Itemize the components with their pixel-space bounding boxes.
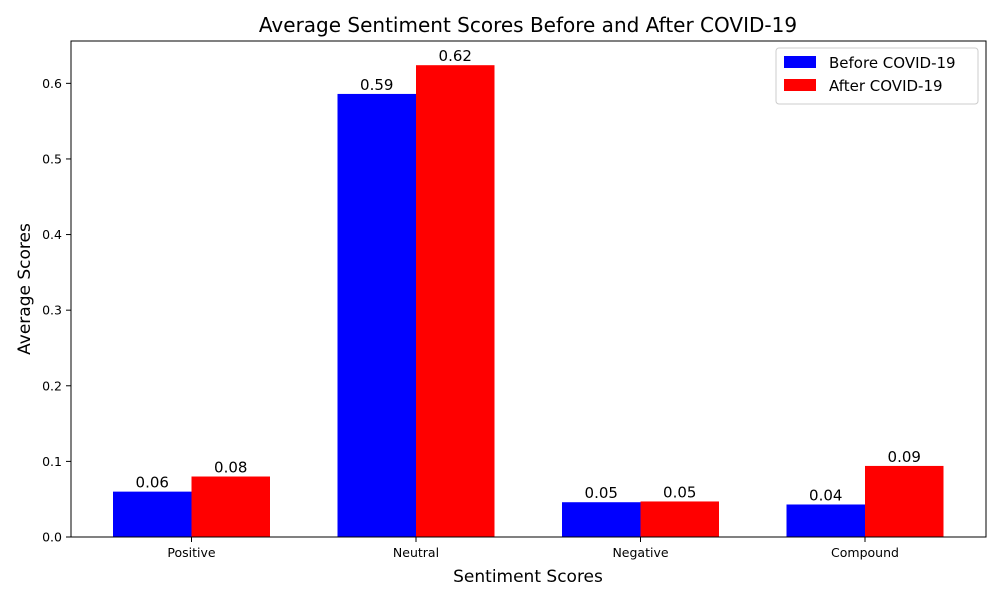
y-tick-label: 0.6 — [42, 76, 62, 91]
bar-negative-after — [640, 501, 719, 537]
legend-label: After COVID-19 — [829, 77, 943, 95]
ticks-group: Positive Neutral Negative Compound 0.0 0.1 0.2… — [42, 76, 899, 560]
y-tick-label: 0.2 — [42, 378, 62, 393]
y-tick-label: 0.4 — [42, 227, 62, 242]
x-tick-label: Neutral — [393, 545, 439, 560]
y-tick-label: 0.0 — [42, 530, 62, 545]
legend-swatch-after — [784, 79, 816, 91]
data-label: 0.09 — [888, 448, 921, 466]
data-label: 0.05 — [585, 484, 618, 502]
bar-positive-after — [191, 476, 270, 537]
x-axis-label: Sentiment Scores — [453, 567, 603, 587]
x-tick-label: Negative — [612, 545, 668, 560]
data-label: 0.04 — [809, 486, 842, 504]
y-tick-label: 0.1 — [42, 454, 62, 469]
legend: Before COVID-19 After COVID-19 — [775, 47, 979, 105]
data-label: 0.05 — [663, 483, 696, 501]
legend-box — [775, 47, 979, 105]
bar-positive-before — [113, 491, 192, 537]
data-label: 0.59 — [360, 76, 393, 94]
bar-compound-before — [786, 504, 865, 537]
x-tick-label: Positive — [167, 545, 215, 560]
plot-frame — [70, 40, 987, 538]
chart-title: Average Sentiment Scores Before and Afte… — [259, 13, 797, 37]
y-tick-label: 0.3 — [42, 303, 62, 318]
bar-negative-before — [562, 502, 641, 537]
data-label: 0.62 — [439, 47, 472, 65]
bars-group: 0.06 0.59 0.05 0.04 0.08 0.62 0.05 0.09 — [113, 47, 944, 538]
bar-compound-after — [865, 465, 944, 537]
data-label: 0.06 — [136, 474, 169, 492]
y-axis-label: Average Scores — [15, 223, 35, 355]
bar-neutral-after — [416, 65, 495, 537]
bar-neutral-before — [337, 93, 416, 538]
legend-label: Before COVID-19 — [829, 54, 956, 72]
y-tick-label: 0.5 — [42, 151, 62, 166]
x-tick-label: Compound — [831, 545, 899, 560]
legend-swatch-before — [784, 56, 816, 68]
data-label: 0.08 — [214, 459, 247, 477]
